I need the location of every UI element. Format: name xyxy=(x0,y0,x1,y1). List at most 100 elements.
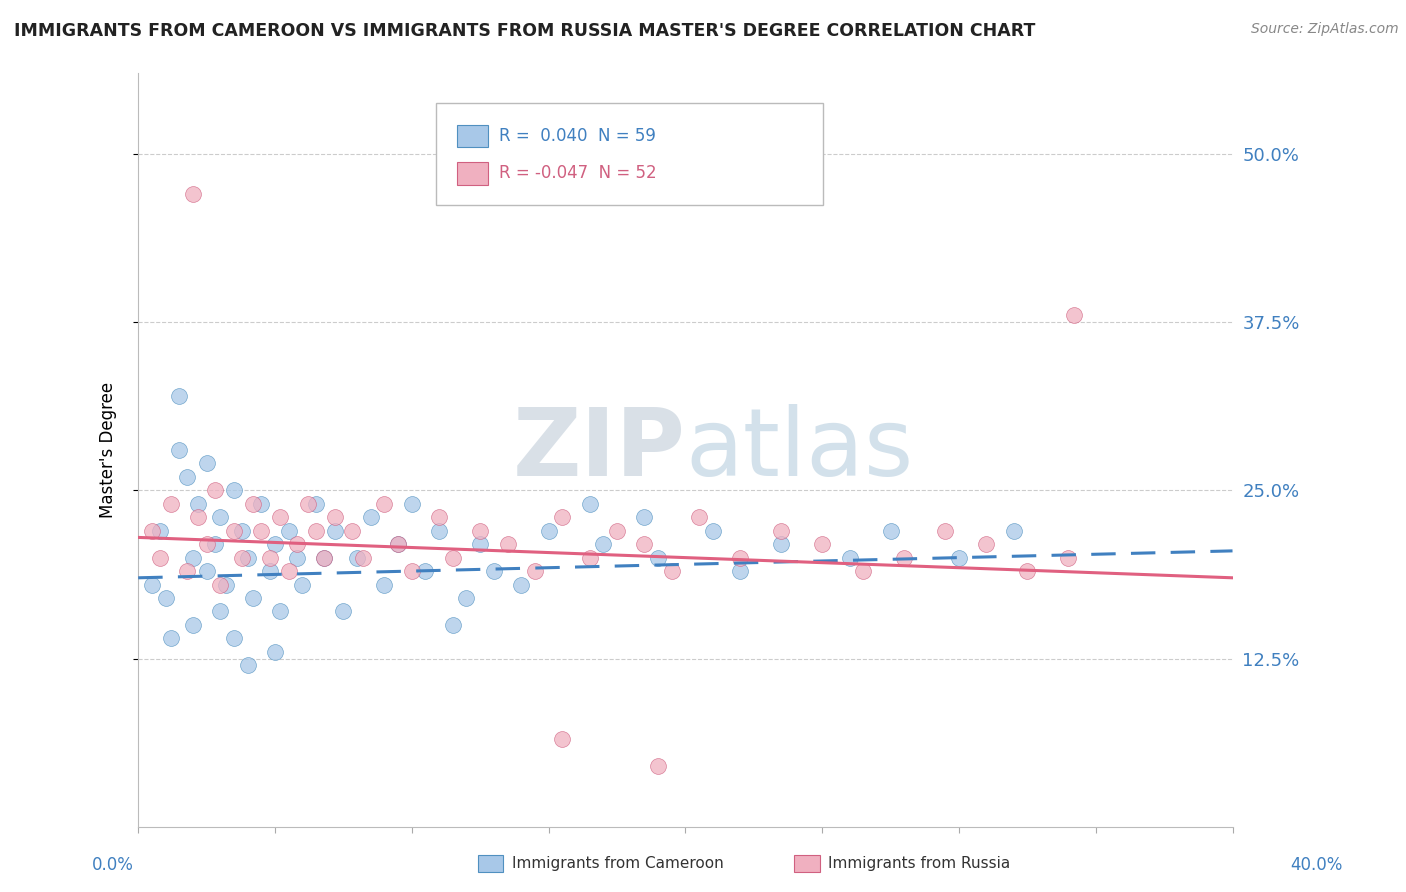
Point xyxy=(523,564,546,578)
Point xyxy=(259,564,281,578)
Point xyxy=(181,618,204,632)
Point xyxy=(181,187,204,202)
Point xyxy=(285,550,308,565)
Point xyxy=(250,524,273,538)
Point xyxy=(305,524,328,538)
Point xyxy=(838,550,860,565)
Point xyxy=(352,550,374,565)
Text: Source: ZipAtlas.com: Source: ZipAtlas.com xyxy=(1251,22,1399,37)
Point xyxy=(852,564,875,578)
Text: IMMIGRANTS FROM CAMEROON VS IMMIGRANTS FROM RUSSIA MASTER'S DEGREE CORRELATION C: IMMIGRANTS FROM CAMEROON VS IMMIGRANTS F… xyxy=(14,22,1035,40)
Point xyxy=(141,524,163,538)
Text: ZIP: ZIP xyxy=(512,404,685,496)
Point xyxy=(176,470,198,484)
Point xyxy=(948,550,970,565)
Point xyxy=(160,632,183,646)
Text: R = -0.047  N = 52: R = -0.047 N = 52 xyxy=(499,164,657,183)
Point xyxy=(606,524,628,538)
Point xyxy=(441,550,464,565)
Point xyxy=(195,564,218,578)
Point xyxy=(1063,308,1085,322)
Point xyxy=(209,577,232,591)
Point xyxy=(387,537,409,551)
Point xyxy=(195,537,218,551)
Point xyxy=(470,524,492,538)
Point xyxy=(250,497,273,511)
Point xyxy=(633,537,655,551)
Point xyxy=(373,497,395,511)
Point xyxy=(373,577,395,591)
Point xyxy=(187,510,209,524)
Point xyxy=(893,550,915,565)
Point xyxy=(340,524,363,538)
Point xyxy=(470,537,492,551)
Point xyxy=(441,618,464,632)
Point xyxy=(277,524,299,538)
Text: Immigrants from Russia: Immigrants from Russia xyxy=(828,856,1011,871)
Point xyxy=(578,550,600,565)
Point xyxy=(204,537,226,551)
Text: R =  0.040  N = 59: R = 0.040 N = 59 xyxy=(499,127,657,145)
Point xyxy=(215,577,238,591)
Point xyxy=(647,550,669,565)
Point xyxy=(231,550,253,565)
Point xyxy=(537,524,560,538)
Point xyxy=(181,550,204,565)
Point xyxy=(510,577,533,591)
Point xyxy=(160,497,183,511)
Point xyxy=(401,497,423,511)
Point xyxy=(242,591,264,605)
Text: atlas: atlas xyxy=(685,404,914,496)
Point xyxy=(688,510,710,524)
Point xyxy=(269,604,291,618)
Point xyxy=(728,564,751,578)
Point xyxy=(415,564,437,578)
Point xyxy=(387,537,409,551)
Point xyxy=(155,591,177,605)
Point xyxy=(811,537,834,551)
Point xyxy=(661,564,683,578)
Text: Immigrants from Cameroon: Immigrants from Cameroon xyxy=(512,856,724,871)
Text: 0.0%: 0.0% xyxy=(91,856,134,874)
Point xyxy=(277,564,299,578)
Point xyxy=(551,510,574,524)
Point xyxy=(647,759,669,773)
Point xyxy=(323,510,346,524)
Point xyxy=(236,658,259,673)
Point xyxy=(222,524,245,538)
Point xyxy=(209,510,232,524)
Point xyxy=(149,550,172,565)
Point xyxy=(236,550,259,565)
Point xyxy=(291,577,314,591)
Point xyxy=(222,483,245,498)
Point xyxy=(314,550,336,565)
Point xyxy=(332,604,354,618)
Point xyxy=(456,591,478,605)
Point xyxy=(592,537,614,551)
Point xyxy=(141,577,163,591)
Point xyxy=(360,510,382,524)
Point xyxy=(167,442,190,457)
Text: 40.0%: 40.0% xyxy=(1291,856,1343,874)
Point xyxy=(323,524,346,538)
Point xyxy=(702,524,724,538)
Point xyxy=(427,510,450,524)
Point xyxy=(209,604,232,618)
Point xyxy=(305,497,328,511)
Point xyxy=(401,564,423,578)
Point xyxy=(195,456,218,470)
Point xyxy=(1017,564,1039,578)
Point xyxy=(346,550,368,565)
Point xyxy=(264,645,287,659)
Point xyxy=(285,537,308,551)
Point xyxy=(578,497,600,511)
Point xyxy=(259,550,281,565)
Point xyxy=(427,524,450,538)
Point xyxy=(1002,524,1025,538)
Point xyxy=(149,524,172,538)
Point xyxy=(231,524,253,538)
Point xyxy=(770,537,793,551)
Point xyxy=(770,524,793,538)
Point xyxy=(1057,550,1080,565)
Point xyxy=(974,537,997,551)
